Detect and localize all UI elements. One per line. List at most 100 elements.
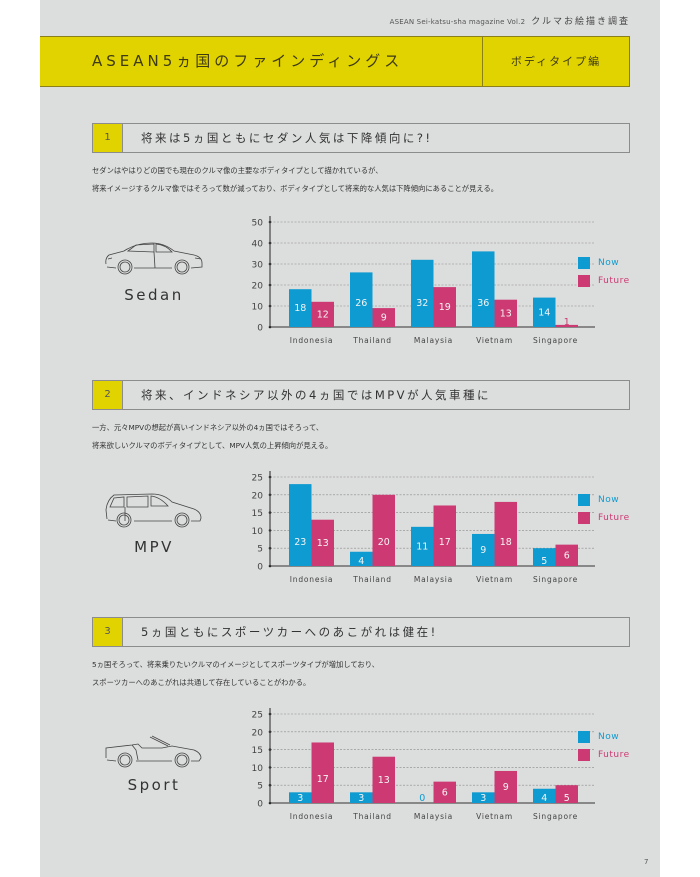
bar-value-label: 26 (355, 298, 367, 309)
bar-now-indonesia (289, 792, 312, 803)
legend-label-now: Now (598, 732, 620, 742)
y-tick-label: 10 (252, 303, 264, 313)
y-tick-label: 15 (252, 746, 263, 756)
y-tick-label: 20 (252, 728, 264, 738)
sport-block: Sport (88, 732, 220, 794)
x-tick-label: Vietnam (476, 812, 513, 821)
bar-value-label: 13 (317, 538, 329, 549)
legend: Now Future (578, 728, 630, 764)
x-tick-label: Thailand (352, 812, 392, 821)
running-head: ASEAN Sei-katsu-sha magazine Vol.2 クルマお絵描… (390, 14, 630, 27)
survey-name: クルマお絵描き調査 (531, 17, 630, 27)
bar-now-malaysia (411, 259, 434, 327)
y-tick-label: 25 (252, 474, 263, 484)
sport-chart: 0 5 10 15 20 25 3 17 Indonesia 3 13 Thailand 0 6 Malay… (252, 708, 595, 821)
bar-future-singapore (555, 324, 578, 327)
y-tick-label: 50 (252, 219, 264, 229)
bar-now-indonesia (289, 484, 312, 566)
bar-now-vietnam (472, 251, 495, 327)
bar-now-vietnam (472, 792, 495, 803)
section-number: 1 (93, 124, 123, 152)
legend-item-future: Future (578, 272, 630, 290)
y-tick-label: 30 (252, 261, 264, 271)
y-tick-label: 25 (252, 711, 263, 721)
bar-value-label: 0 (419, 793, 425, 804)
legend-item-now: Now (578, 728, 630, 746)
magazine-name: ASEAN Sei-katsu-sha magazine Vol.2 (389, 18, 526, 26)
x-tick-label: Indonesia (290, 336, 333, 345)
bar-value-label: 32 (416, 298, 428, 309)
bar-value-label: 20 (378, 537, 390, 548)
description-line: セダンはやはりどの国でも現在のクルマ像の主要なボディタイプとして描かれているが、 (92, 166, 383, 175)
bar-value-label: 17 (317, 774, 329, 785)
legend-item-now: Now (578, 254, 630, 272)
sedan-chart: 0 10 20 30 40 50 18 12 Indonesia 26 9 Thailand 32 19 M… (252, 216, 595, 345)
mpv-chart: 0 5 10 15 20 25 23 13 Indonesia 4 20 Thailand 11 17 Ma… (252, 471, 595, 584)
y-tick-label: 20 (252, 491, 264, 501)
bar-future-thailand (372, 494, 395, 566)
x-tick-label: Singapore (533, 812, 578, 821)
bar-value-label: 18 (500, 537, 512, 548)
bar-value-label: 18 (294, 303, 306, 314)
legend-swatch-now (578, 257, 590, 269)
bar-value-label: 3 (297, 793, 303, 804)
x-tick-label: Thailand (352, 336, 392, 345)
legend-item-future: Future (578, 509, 630, 527)
bar-future-indonesia (311, 519, 334, 566)
description-line: 将来イメージするクルマ像ではそろって数が減っており、ボディタイプとして将来的な人… (92, 184, 499, 193)
x-tick-label: Malaysia (414, 812, 453, 821)
section-title: 5ヵ国ともにスポーツカーへのあこがれは健在! (141, 625, 438, 639)
bar-value-label: 9 (381, 313, 387, 324)
bar-value-label: 23 (294, 537, 306, 548)
y-tick-label: 0 (257, 324, 263, 334)
body-type-label: MPV (134, 538, 174, 556)
bar-now-singapore (533, 297, 556, 327)
y-tick-label: 5 (257, 782, 263, 792)
bar-future-vietnam (494, 770, 517, 803)
y-tick-label: 0 (257, 563, 263, 573)
page-number: 7 (644, 858, 649, 866)
bar-future-malaysia (433, 287, 456, 327)
bar-value-label: 6 (442, 787, 448, 798)
legend-swatch-future (578, 749, 590, 761)
title-divider (482, 37, 483, 86)
bar-now-thailand (350, 551, 373, 566)
x-tick-label: Vietnam (476, 575, 513, 584)
x-tick-label: Singapore (533, 575, 578, 584)
bar-future-singapore (555, 544, 578, 566)
x-tick-label: Indonesia (290, 575, 333, 584)
section-2-header: 2 将来、インドネシア以外の4ヵ国ではMPVが人気車種に (92, 380, 630, 410)
section-number: 3 (93, 618, 123, 646)
legend: Now Future (578, 254, 630, 290)
bar-value-label: 1 (564, 317, 570, 328)
bar-future-malaysia (433, 505, 456, 566)
section-2-description: 一方、元々MPVの想起が高いインドネシア以外の4ヵ国ではそろって、 将来欲しいク… (92, 419, 332, 455)
bar-future-vietnam (494, 501, 517, 566)
legend-item-future: Future (578, 746, 630, 764)
bar-now-singapore (533, 548, 556, 566)
y-tick-label: 5 (257, 545, 263, 555)
y-tick-label: 10 (252, 527, 264, 537)
description-line: 5ヵ国そろって、将来乗りたいクルマのイメージとしてスポーツタイプが増加しており、 (92, 660, 380, 669)
bar-value-label: 17 (439, 537, 451, 548)
x-tick-label: Thailand (352, 575, 392, 584)
description-line: 将来欲しいクルマのボディタイプとして、MPV人気の上昇傾向が見える。 (92, 441, 333, 450)
bar-future-singapore (555, 785, 578, 803)
description-line: スポーツカーへのあこがれは共通して存在していることがわかる。 (92, 678, 311, 687)
legend-item-now: Now (578, 491, 630, 509)
bar-future-thailand (372, 308, 395, 327)
bar-value-label: 9 (503, 782, 509, 793)
y-tick-label: 10 (252, 764, 264, 774)
y-tick-label: 15 (252, 509, 263, 519)
y-tick-label: 20 (252, 282, 264, 292)
bar-now-thailand (350, 792, 373, 803)
section-3-header: 3 5ヵ国ともにスポーツカーへのあこがれは健在! (92, 617, 630, 647)
description-line: 一方、元々MPVの想起が高いインドネシア以外の4ヵ国ではそろって、 (92, 423, 324, 432)
section-1-description: セダンはやはりどの国でも現在のクルマ像の主要なボディタイプとして描かれているが、… (92, 162, 498, 198)
x-tick-label: Indonesia (290, 812, 333, 821)
bar-future-vietnam (494, 299, 517, 327)
legend-label-now: Now (598, 495, 620, 505)
y-tick-label: 0 (257, 800, 263, 810)
title-bar: ASEAN5ヵ国のファインディングス ボディタイプ編 (40, 36, 630, 87)
bar-now-singapore (533, 788, 556, 803)
